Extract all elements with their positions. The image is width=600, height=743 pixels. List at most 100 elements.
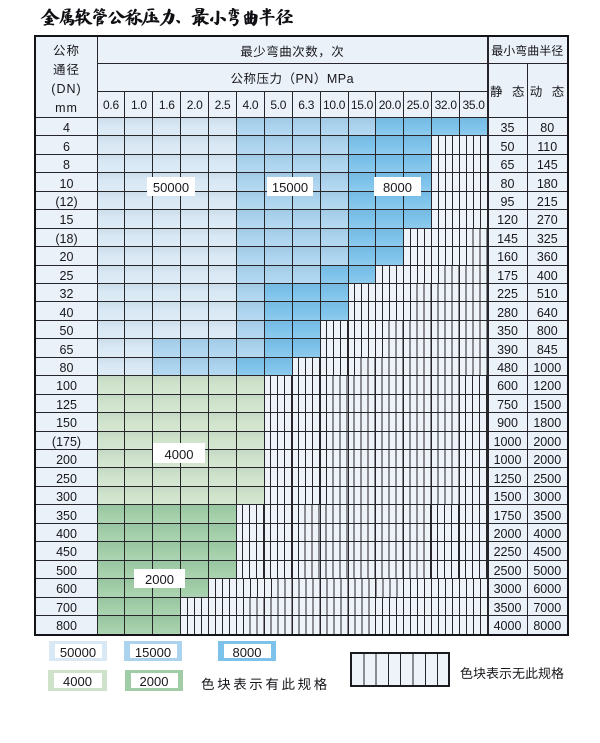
dn-value: 250 [56,467,77,487]
dn-label-cell [36,117,97,136]
dynamic-value: 4000 [533,523,562,543]
grid-vline [124,91,126,634]
static-value: 160 [497,246,518,266]
static-value: 4000 [493,615,522,635]
grid-hline [36,319,567,321]
dn-value: (12) [55,191,78,210]
dynamic-value: 360 [536,246,558,266]
grid-vline [208,91,210,634]
dn-value: 450 [56,541,77,561]
header-dn-cell [36,37,97,118]
static-value: 50 [500,135,515,155]
dn-value: 4 [63,117,70,137]
static-value: 175 [497,264,518,284]
dn-value: 350 [56,504,77,524]
cell-spec-2000 [97,541,237,561]
static-value: 600 [497,375,518,395]
legend-swatch-label: 2000 [130,671,178,690]
dn-value: 40 [59,301,74,321]
static-value: 1000 [493,430,522,450]
pressure-col-header: 0.6 [103,96,119,113]
legend-has-spec-note: 色块表示有此规格 [201,673,330,693]
dynamic-value: 2000 [533,430,562,450]
dynamic-value: 400 [536,264,558,284]
pressure-col-header: 6.3 [298,96,315,113]
cell-no-spec [236,560,488,579]
region-label-2000: 2000 [134,569,185,588]
dynamic-header: 动 态 [529,81,565,100]
dn-value: 600 [56,578,77,598]
pressure-col-header: 15.0 [350,96,374,113]
cell-spec-8000 [264,301,349,321]
grid-hline [36,578,567,580]
legend-swatch-label: 8000 [223,642,271,661]
spec-table-grid: 公称 通径 (DN) mm 最少弯曲次数，次 最小弯曲半径 公称压力（PN）MPa 静 态动 … [36,37,567,634]
dn-label-cell [36,560,97,579]
pressure-col-header: 35.0 [462,96,485,113]
grid-vline [291,91,293,634]
dn-value: 6 [63,135,70,155]
grid-hline [36,375,567,377]
grid-vline [263,91,265,634]
cell-spec-50000 [97,117,237,136]
cell-spec-8000 [348,209,432,229]
dn-value: 10 [59,172,74,192]
cell-spec-50000 [97,320,237,339]
dn-label-cell [36,412,97,432]
dn-value: 80 [59,357,74,377]
dn-value: (175) [51,430,82,450]
cell-spec-15000 [236,301,265,321]
dynamic-value: 5000 [533,559,562,579]
grid-hline [36,393,567,395]
dn-label-cell [36,431,97,450]
legend-swatch-label: 4000 [53,671,102,690]
grid-hline [36,264,567,266]
static-value: 2000 [493,523,522,543]
static-value: 350 [497,320,518,340]
dn-label-cell [36,338,97,358]
static-value: 1750 [493,504,522,524]
grid-hline [36,467,567,469]
dn-label-cell [36,283,97,302]
dynamic-value: 270 [536,209,558,229]
static-value: 3500 [493,596,522,616]
pressure-col-header: 1.6 [158,96,175,113]
dynamic-value: 325 [536,227,558,247]
header-line-2 [97,91,488,92]
grid-hline [36,356,567,358]
cell-spec-50000 [97,265,237,284]
dn-value: 100 [56,375,77,395]
grid-hline [36,283,567,285]
static-value: 95 [500,191,515,210]
static-value: 2500 [493,559,522,579]
cell-spec-15000 [236,320,265,339]
dn-label-cell [36,467,97,487]
grid-hline [36,596,567,598]
pressure-col-header: 20.0 [378,96,401,113]
cell-spec-50000 [97,228,237,247]
spec-table: 公称 通径 (DN) mm 最少弯曲次数，次 最小弯曲半径 公称压力（PN）MPa 静 态动 … [34,35,569,636]
cell-no-spec [348,283,488,302]
dynamic-value: 4500 [533,541,562,561]
static-value: 225 [497,283,518,303]
dn-label-cell [36,301,97,321]
dn-label-cell [36,320,97,339]
dn-label-cell [36,357,97,376]
dynamic-value: 1000 [533,357,562,377]
grid-hline [36,615,567,617]
static-value: 145 [497,227,518,247]
pressure-col-header: 32.0 [434,96,457,113]
dn-label-cell [36,209,97,229]
dn-value: 25 [59,264,74,284]
cell-spec-50000 [97,246,237,266]
dynamic-value: 3000 [533,486,562,506]
region-label-4000: 4000 [153,443,205,463]
cell-no-spec [403,228,488,247]
static-value: 1250 [493,467,522,487]
cell-spec-8000 [264,283,349,302]
pressure-col-header: 1.0 [130,96,147,113]
grid-vline [152,91,154,634]
cell-spec-50000 [97,209,237,229]
cycles-header: 最少弯曲次数，次 [240,40,345,60]
